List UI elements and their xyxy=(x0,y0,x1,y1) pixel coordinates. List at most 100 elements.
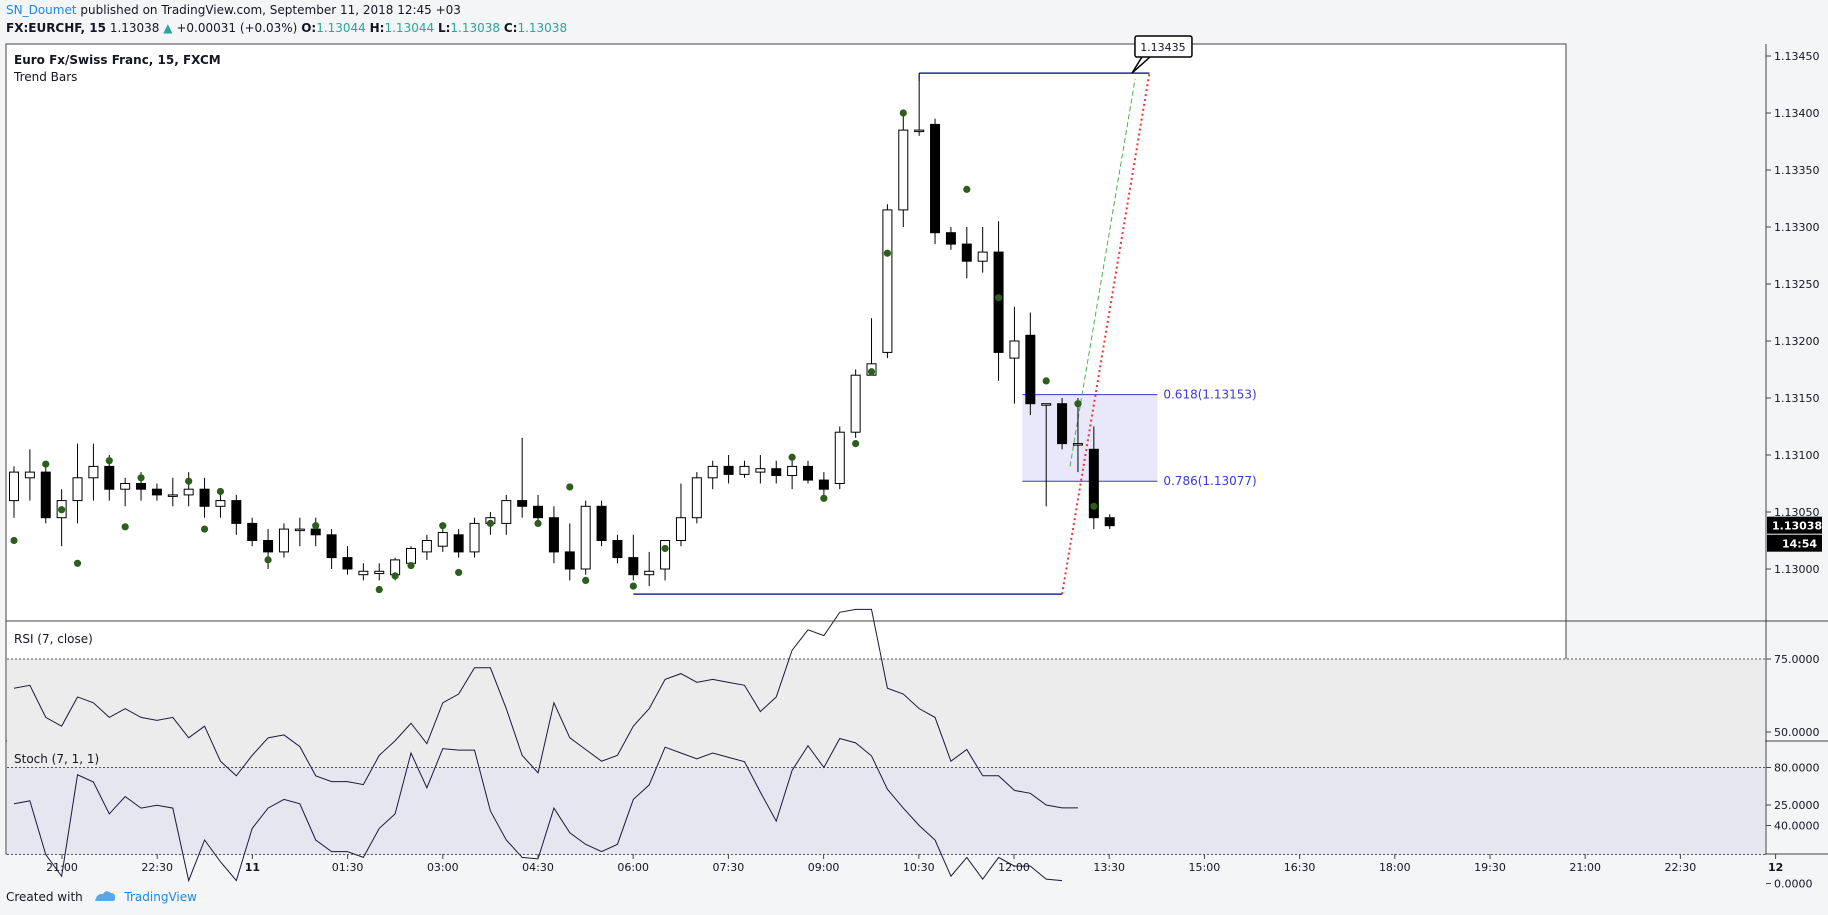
trend-dot xyxy=(58,506,66,514)
candle xyxy=(548,506,559,564)
price-tick-label: 1.13250 xyxy=(1774,278,1820,291)
candle xyxy=(834,426,845,490)
time-tick-label: 09:00 xyxy=(808,861,840,874)
time-tick-label: 11 xyxy=(245,861,260,874)
stoch-band-layer xyxy=(7,767,1765,855)
trend-dot xyxy=(137,474,145,482)
time-tick-label: 19:30 xyxy=(1474,861,1506,874)
indicator-label: Trend Bars xyxy=(13,70,77,84)
trend-dot xyxy=(661,544,669,553)
time-tick-label: 21:00 xyxy=(46,861,78,874)
price-tick-label: 1.13150 xyxy=(1774,392,1820,405)
candle xyxy=(739,460,750,478)
trend-dot xyxy=(455,568,463,577)
candle xyxy=(247,517,258,547)
candles xyxy=(9,73,1115,587)
time-tick-label: 07:30 xyxy=(713,861,745,874)
low-value: 1.13038 xyxy=(450,21,501,35)
footer: Created with TradingView xyxy=(6,889,197,906)
candle xyxy=(914,73,925,136)
price-axis[interactable]: 1.13450 1.13400 1.13350 1.13300 1.13250 1.132… xyxy=(1766,50,1822,891)
last-price-badge xyxy=(1767,516,1822,534)
time-tick-label: 10:30 xyxy=(903,861,935,874)
rsi-tick-label: 25.0000 xyxy=(1774,799,1820,812)
candle xyxy=(1041,403,1052,507)
trend-dot xyxy=(852,440,860,448)
candle xyxy=(342,546,353,575)
candle xyxy=(596,500,607,547)
publish-info: SN_Doumet published on TradingView.com, … xyxy=(6,3,461,17)
candle xyxy=(199,477,210,518)
candle xyxy=(1072,398,1083,473)
trend-dot xyxy=(121,523,129,531)
trend-dot xyxy=(566,483,574,491)
price-callout-pointer xyxy=(1131,56,1151,74)
rsi-series xyxy=(13,608,1078,809)
candle xyxy=(374,563,385,581)
time-tick-label: 04:30 xyxy=(522,861,554,874)
change-value: +0.00031 (+0.03%) xyxy=(176,21,298,35)
trend-dot xyxy=(820,494,828,502)
candle xyxy=(326,529,337,569)
time-tick-label: 18:00 xyxy=(1379,861,1411,874)
rsi-tick-label: 75.0000 xyxy=(1774,653,1820,666)
trend-dot xyxy=(963,185,971,193)
trend-dot xyxy=(391,572,399,580)
countdown-label: 14:54 xyxy=(1782,538,1817,551)
tradingview-link[interactable]: TradingView xyxy=(124,890,197,904)
candle xyxy=(961,227,972,279)
candle xyxy=(771,460,782,484)
created-with-text: Created with xyxy=(6,890,83,904)
candle xyxy=(628,534,639,581)
trend-dot xyxy=(1090,502,1098,510)
time-tick-label: 12 xyxy=(1768,861,1783,874)
candle xyxy=(278,523,289,558)
open-label: O: xyxy=(301,21,317,35)
trend-dot xyxy=(1042,377,1050,385)
time-tick-label: 22:30 xyxy=(1665,861,1697,874)
price-tick-label: 1.13100 xyxy=(1774,449,1820,462)
candle xyxy=(612,534,623,564)
low-label: L: xyxy=(437,21,451,35)
rsi-tick-label: 50.0000 xyxy=(1774,726,1820,739)
candle xyxy=(501,494,512,535)
stoch-label: Stoch (7, 1, 1) xyxy=(14,752,99,766)
trend-dot xyxy=(629,582,637,590)
trend-dot xyxy=(42,460,50,468)
price-tick-label: 1.13450 xyxy=(1774,50,1820,63)
trend-dot xyxy=(883,249,892,257)
trend-dot xyxy=(375,585,383,594)
trend-dot xyxy=(264,556,272,564)
change-arrow-icon: ▲ xyxy=(163,21,173,35)
price-tick-label: 1.13350 xyxy=(1774,164,1820,177)
time-axis[interactable]: 21:00 22:30 11 01:30 03:00 04:30 06:00 07:30 09:… xyxy=(46,854,1783,874)
tradingview-logo-icon[interactable] xyxy=(93,889,117,906)
fib-level-label: 0.618(1.13153) xyxy=(1163,388,1256,402)
time-tick-label: 15:00 xyxy=(1189,861,1221,874)
candle xyxy=(294,517,305,547)
candle xyxy=(707,460,718,490)
candle xyxy=(517,437,528,518)
red-projection-line[interactable] xyxy=(1061,72,1151,595)
trend-dot xyxy=(407,561,415,570)
close-value: 1.13038 xyxy=(517,21,568,35)
author-link[interactable]: SN_Doumet xyxy=(6,3,77,17)
trend-dot xyxy=(185,477,193,485)
time-tick-label: 12:00 xyxy=(998,861,1030,874)
trend-dot xyxy=(312,522,320,530)
price-callout-label: 1.13435 xyxy=(1140,41,1186,54)
trend-dot xyxy=(994,294,1003,302)
trend-dot xyxy=(1074,400,1082,408)
candle xyxy=(580,500,591,575)
stoch-band xyxy=(7,767,1765,855)
high-label: H: xyxy=(369,21,385,35)
trend-dot xyxy=(486,519,494,528)
price-callout-box[interactable] xyxy=(1134,35,1193,58)
trend-dot xyxy=(899,109,907,117)
fib-level-label: 0.786(1.13077) xyxy=(1163,474,1256,488)
time-tick-label: 13:30 xyxy=(1093,861,1125,874)
candle xyxy=(40,466,51,524)
candle xyxy=(1009,306,1020,404)
candle xyxy=(945,227,956,250)
